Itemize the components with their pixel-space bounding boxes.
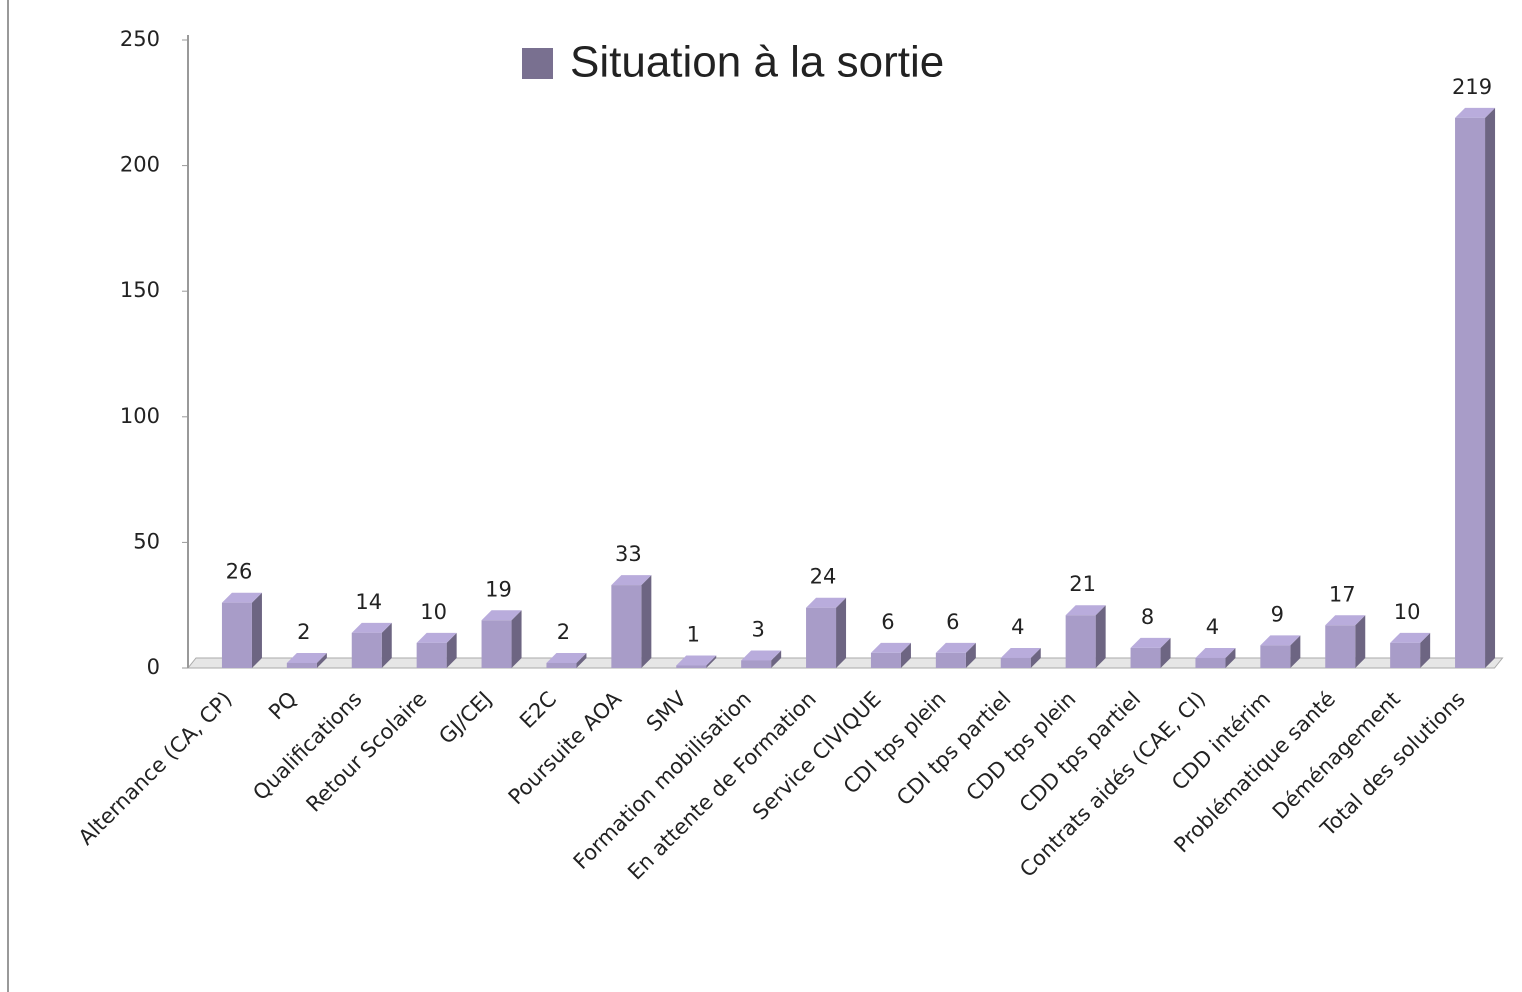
bar-top	[870, 642, 911, 653]
x-tick-label: SMV	[642, 686, 692, 736]
bar	[741, 660, 772, 668]
value-label: 219	[1452, 75, 1492, 99]
bar-side	[1355, 615, 1366, 668]
x-tick-label: CDI tps partiel	[892, 687, 1015, 810]
bar	[870, 652, 901, 668]
bar-side	[1225, 647, 1236, 668]
bar	[546, 662, 577, 668]
y-tick-label: 50	[133, 529, 160, 553]
bar	[481, 620, 512, 668]
bar	[935, 652, 966, 668]
bar-top	[221, 592, 262, 603]
bar	[1260, 645, 1291, 668]
bar-top	[1260, 635, 1301, 646]
bar-top	[676, 655, 717, 666]
value-label: 9	[1271, 602, 1284, 626]
bar	[1455, 117, 1486, 668]
y-tick-label: 250	[120, 27, 160, 51]
x-tick-label: PQ	[264, 687, 302, 725]
bar-side	[316, 652, 327, 668]
x-tick-label: GJ/CEJ	[434, 687, 496, 749]
bar	[416, 642, 447, 668]
bar-side	[836, 597, 847, 668]
bar	[806, 607, 837, 668]
bar-side	[251, 592, 262, 668]
bar	[1195, 657, 1226, 668]
bar-side	[1420, 632, 1431, 668]
value-label: 6	[946, 610, 959, 634]
x-tick-label: Alternance (CA, CP)	[74, 687, 237, 850]
bar	[611, 585, 642, 668]
y-tick-label: 0	[147, 655, 160, 679]
value-label: 10	[1394, 600, 1421, 624]
bar-top	[1130, 637, 1171, 648]
y-tick-label: 150	[120, 278, 160, 302]
value-label: 2	[297, 620, 310, 644]
bar-top	[611, 575, 652, 586]
value-label: 21	[1069, 572, 1096, 596]
bar-side	[446, 632, 457, 668]
bar	[1130, 647, 1161, 668]
value-label: 10	[420, 600, 447, 624]
bar-top	[546, 652, 587, 663]
bar-top	[1195, 647, 1236, 658]
bar-top	[1390, 632, 1431, 643]
bar-side	[381, 622, 392, 668]
y-tick-label: 100	[120, 404, 160, 428]
bar-side	[965, 642, 976, 668]
bar-side	[576, 652, 587, 668]
value-label: 24	[810, 565, 837, 589]
bar-top	[416, 632, 457, 643]
bar-top	[806, 597, 847, 608]
bar	[221, 602, 252, 668]
bar-top	[286, 652, 327, 663]
legend-label: Situation à la sortie	[570, 38, 944, 87]
bar	[1065, 615, 1096, 668]
bar	[286, 662, 317, 668]
value-label: 3	[751, 617, 764, 641]
bar	[1000, 657, 1031, 668]
bar	[351, 632, 382, 668]
bar	[676, 665, 707, 668]
bar-side	[1290, 635, 1301, 668]
value-label: 26	[226, 560, 253, 584]
x-tick-label: E2C	[515, 687, 561, 733]
bar-side	[900, 642, 911, 668]
bar-top	[1455, 107, 1496, 118]
bar-side	[1160, 637, 1171, 668]
bar-top	[1065, 605, 1106, 616]
bar	[1325, 625, 1356, 668]
bar-side	[1095, 605, 1106, 668]
value-label: 19	[485, 577, 512, 601]
bar-top	[351, 622, 392, 633]
bar-top	[1000, 647, 1041, 658]
value-label: 8	[1141, 605, 1154, 629]
value-label: 2	[557, 620, 570, 644]
bar-top	[935, 642, 976, 653]
value-label: 17	[1329, 582, 1356, 606]
x-tick-label: Retour Scolaire	[302, 687, 432, 817]
bar-top	[481, 610, 522, 621]
bar-side	[641, 575, 652, 668]
bar-side	[1485, 107, 1496, 668]
bar-top	[1325, 615, 1366, 626]
y-tick-label: 200	[120, 153, 160, 177]
value-label: 14	[355, 590, 382, 614]
bar	[1390, 642, 1421, 668]
x-tick-label: Poursuite AOA	[504, 686, 627, 809]
bar-side	[706, 655, 717, 668]
bar-side	[771, 650, 782, 668]
bar-top	[741, 650, 782, 661]
value-label: 4	[1206, 615, 1219, 639]
value-label: 4	[1011, 615, 1024, 639]
legend-swatch	[522, 48, 553, 79]
value-label: 33	[615, 542, 642, 566]
x-tick-label: CDD tps partiel	[1015, 687, 1145, 817]
value-label: 1	[687, 622, 700, 646]
bar-side	[511, 610, 522, 668]
bar-side	[1030, 647, 1041, 668]
value-label: 6	[881, 610, 894, 634]
